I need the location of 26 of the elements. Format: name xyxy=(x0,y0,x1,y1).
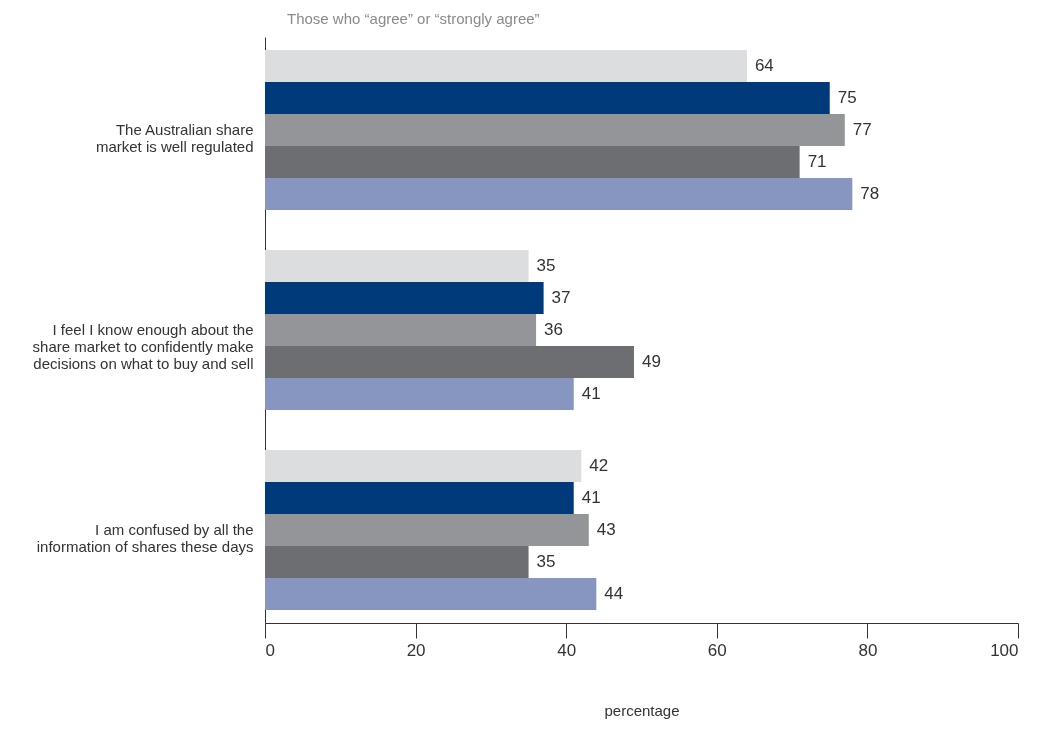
x-tick-label: 40 xyxy=(557,640,577,660)
data-label: 78 xyxy=(860,184,880,203)
x-axis-title: percentage xyxy=(604,701,680,719)
data-label: 41 xyxy=(581,384,601,403)
data-label: 36 xyxy=(544,320,563,339)
data-label: 37 xyxy=(551,288,571,307)
y-tick-label: The Australian share market is well regulated xyxy=(95,121,254,155)
data-label: 77 xyxy=(852,120,872,139)
data-label: 71 xyxy=(807,152,827,171)
data-label: 42 xyxy=(589,456,609,475)
data-label: 44 xyxy=(604,584,624,603)
data-label: 49 xyxy=(641,352,661,371)
x-tick-label: 0 xyxy=(265,640,275,660)
chart-title: Those who “agree” or “strongly agree” xyxy=(287,10,540,27)
x-tick-label: 60 xyxy=(707,640,727,660)
data-label: 35 xyxy=(536,256,556,275)
y-tick-label: I feel I know enough about the share market to confidently make decisions on what to buy and sell xyxy=(32,321,254,372)
data-label: 75 xyxy=(837,88,857,107)
x-tick-label: 80 xyxy=(858,640,878,660)
y-tick-label: I am confused by all the information of shares these days xyxy=(36,521,254,555)
x-tick-label: 100 xyxy=(990,640,1019,660)
data-label: 64 xyxy=(754,56,774,75)
data-label: 35 xyxy=(536,552,556,571)
data-label: 41 xyxy=(581,488,601,507)
data-label: 43 xyxy=(596,520,616,539)
x-tick-label: 20 xyxy=(406,640,426,660)
